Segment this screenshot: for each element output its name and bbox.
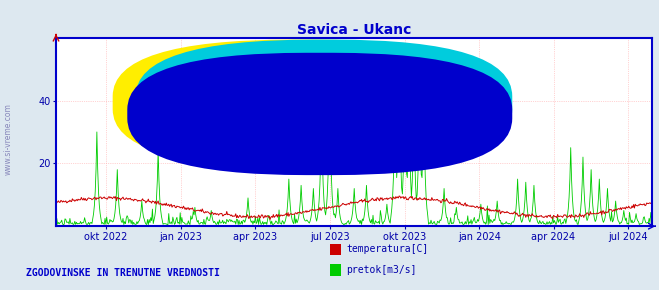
Text: temperatura[C]: temperatura[C]	[346, 244, 428, 254]
Text: www.si-vreme.com: www.si-vreme.com	[3, 103, 13, 175]
Text: www.si-vreme.com: www.si-vreme.com	[221, 124, 488, 148]
FancyBboxPatch shape	[127, 53, 512, 175]
Text: ZGODOVINSKE IN TRENUTNE VREDNOSTI: ZGODOVINSKE IN TRENUTNE VREDNOSTI	[26, 267, 220, 278]
FancyBboxPatch shape	[113, 39, 494, 166]
Text: pretok[m3/s]: pretok[m3/s]	[346, 265, 416, 275]
Title: Savica - Ukanc: Savica - Ukanc	[297, 23, 411, 37]
FancyBboxPatch shape	[136, 39, 512, 166]
